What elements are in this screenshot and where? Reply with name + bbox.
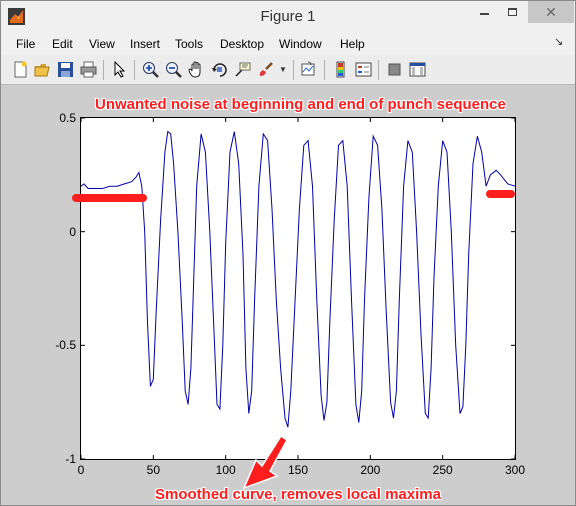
annotation-smoothed: Smoothed curve, removes local maxima [155, 486, 441, 503]
minimize-button[interactable] [471, 1, 497, 23]
new-figure-icon[interactable] [12, 61, 29, 78]
x-tick-label: 250 [432, 463, 453, 477]
x-tick-label: 200 [360, 463, 381, 477]
close-icon: ✕ [545, 3, 557, 20]
open-file-icon[interactable] [34, 61, 51, 78]
minimize-icon [479, 13, 489, 15]
data-cursor-icon[interactable] [234, 61, 251, 78]
zoom-in-icon[interactable] [142, 61, 159, 78]
brush-icon[interactable] [257, 61, 274, 78]
menu-file[interactable]: File [16, 37, 36, 51]
plot-axes[interactable] [80, 117, 516, 460]
y-tick-marks [81, 117, 515, 460]
colorbar-icon[interactable] [332, 61, 349, 78]
toolbar-separator [293, 60, 294, 80]
y-tick-label: -0.5 [55, 338, 76, 353]
menu-bar: File Edit View Insert Tools Desktop Wind… [1, 33, 575, 55]
annotation-noise: Unwanted noise at beginning and end of p… [95, 96, 506, 113]
toolbar-separator [378, 60, 379, 80]
title-bar[interactable]: Figure 1 ✕ [1, 1, 575, 33]
rotate-3d-icon[interactable] [211, 61, 228, 78]
show-plot-tools-icon[interactable] [409, 61, 426, 78]
maximize-button[interactable] [499, 1, 525, 23]
print-icon[interactable] [80, 61, 97, 78]
menu-window[interactable]: Window [279, 37, 322, 51]
toolbar-separator [103, 60, 104, 80]
signal-series-line [80, 130, 516, 428]
link-plot-icon[interactable] [300, 61, 317, 78]
y-tick-label: 0.5 [59, 111, 76, 125]
x-tick-label: 150 [287, 463, 309, 477]
edit-plot-arrow-icon[interactable] [111, 61, 128, 78]
window-title: Figure 1 [260, 8, 316, 25]
annotation-arrow [242, 434, 288, 490]
x-tick-marks [80, 118, 516, 459]
maximize-icon [507, 8, 517, 16]
toolbar-separator [134, 60, 135, 80]
x-tick-label: 300 [504, 463, 526, 477]
menu-view[interactable]: View [89, 37, 115, 51]
y-tick-label: 0 [69, 224, 76, 239]
y-tick-label: -1 [65, 452, 76, 466]
brush-dropdown-icon[interactable]: ▼ [279, 65, 287, 74]
figure-toolbar: ▼ [1, 55, 575, 85]
menu-help[interactable]: Help [340, 37, 365, 51]
menu-tools[interactable]: Tools [175, 37, 204, 51]
menu-edit[interactable]: Edit [52, 37, 73, 51]
zoom-out-icon[interactable] [165, 61, 182, 78]
matlab-logo-icon [8, 8, 25, 25]
x-tick-label: 0 [77, 463, 85, 477]
save-icon[interactable] [57, 61, 74, 78]
menu-insert[interactable]: Insert [130, 37, 161, 51]
hide-plot-tools-icon[interactable] [386, 61, 403, 78]
x-tick-label: 100 [215, 463, 236, 477]
close-button[interactable]: ✕ [528, 1, 574, 23]
legend-icon[interactable] [355, 61, 372, 78]
pan-hand-icon[interactable] [188, 61, 205, 78]
menu-overflow-icon[interactable]: ↘ [554, 36, 564, 48]
x-tick-label: 50 [146, 463, 160, 477]
menu-desktop[interactable]: Desktop [220, 37, 265, 51]
toolbar-separator [324, 60, 325, 80]
